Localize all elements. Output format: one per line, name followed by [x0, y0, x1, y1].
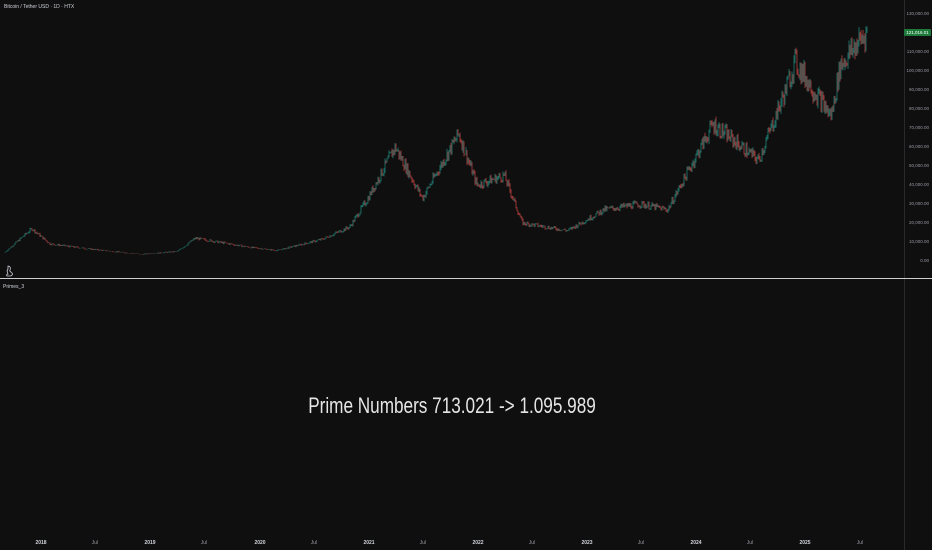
time-tick-month: Jul — [419, 540, 427, 546]
last-price-badge: 121,016.01 — [904, 29, 931, 36]
price-tick: 60,000.00 — [908, 144, 929, 149]
price-tick: 0.00 — [920, 258, 929, 263]
price-tick: 80,000.00 — [908, 106, 929, 111]
price-tick: 50,000.00 — [908, 163, 929, 168]
candlestick-chart[interactable] — [0, 0, 904, 278]
time-tick-month: Jul — [91, 540, 99, 546]
time-tick-year: 2021 — [363, 540, 375, 546]
time-tick-year: 2023 — [581, 540, 593, 546]
indicator-axis[interactable] — [904, 279, 932, 537]
time-tick-year: 2025 — [799, 540, 811, 546]
time-tick-month: Jul — [310, 540, 318, 546]
price-axis[interactable]: 130,000.00120,000.00110,000.00100,000.00… — [904, 0, 932, 278]
flag-icon[interactable] — [5, 264, 15, 277]
price-tick: 10,000.00 — [908, 239, 929, 244]
indicator-title[interactable]: Primes_3 — [3, 284, 25, 290]
time-tick-year: 2020 — [254, 540, 266, 546]
time-tick-month: Jul — [528, 540, 536, 546]
price-tick: 110,000.00 — [906, 49, 929, 54]
price-tick: 90,000.00 — [908, 87, 929, 92]
time-tick-month: Jul — [856, 540, 864, 546]
time-tick-month: Jul — [637, 540, 645, 546]
price-pane[interactable] — [0, 0, 904, 278]
pane-divider[interactable] — [0, 278, 932, 279]
price-tick: 130,000.00 — [906, 11, 929, 16]
price-tick: 30,000.00 — [908, 201, 929, 206]
time-tick-year: 2022 — [472, 540, 484, 546]
indicator-center-text: Prime Numbers 713.021 -> 1.095.989 — [308, 393, 596, 418]
price-tick: 100,000.00 — [906, 68, 929, 73]
symbol-title[interactable]: Bitcoin / Tether USD · 1D · HTX — [4, 4, 75, 10]
time-tick-month: Jul — [200, 540, 208, 546]
time-tick-year: 2024 — [690, 540, 702, 546]
time-axis[interactable] — [0, 537, 904, 550]
price-tick: 20,000.00 — [908, 220, 929, 225]
time-tick-year: 2019 — [144, 540, 156, 546]
price-tick: 70,000.00 — [908, 125, 929, 130]
price-tick: 40,000.00 — [908, 182, 929, 187]
time-tick-month: Jul — [746, 540, 754, 546]
time-tick-year: 2018 — [35, 540, 47, 546]
